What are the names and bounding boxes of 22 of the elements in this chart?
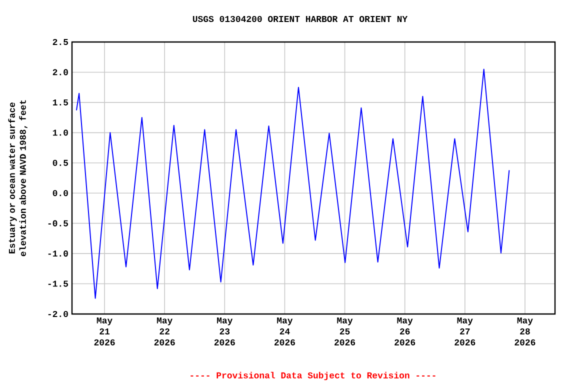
x-tick-label: May 25 2026	[334, 318, 356, 346]
y-tick-label: 1.5	[52, 99, 68, 106]
x-tick-label: May 21 2026	[94, 318, 115, 346]
y-tick-label: -2.0	[48, 310, 68, 318]
y-tick-label: -1.5	[48, 280, 68, 287]
line-series	[76, 68, 510, 299]
x-tick-label: May 27 2026	[454, 318, 476, 346]
x-tick-label: May 26 2026	[394, 318, 416, 346]
y-axis-title: Estuary or ocean water surface elevation above NAVD 1988, feet	[8, 100, 28, 256]
text: ---- Provisional Data Subject to Revision ----	[190, 372, 436, 380]
y-tick-label: 2.5	[52, 38, 68, 46]
y-tick-label: 0.0	[52, 190, 68, 196]
y-tick-label: -1.0	[48, 250, 68, 257]
y-tick-label: 2.0	[52, 69, 68, 76]
x-tick-label: May 28 2026	[514, 318, 536, 346]
x-tick-label: May 22 2026	[154, 318, 175, 346]
chart-title: USGS 01304200 ORIENT HARBOR AT ORIENT NY	[192, 16, 408, 22]
y-tick-label: -0.5	[48, 220, 68, 226]
x-tick-label: May 24 2026	[274, 318, 295, 346]
x-tick-label: May 23 2026	[214, 318, 235, 346]
y-tick-label: 1.0	[52, 130, 68, 136]
y-tick-label: 0.5	[52, 160, 68, 166]
